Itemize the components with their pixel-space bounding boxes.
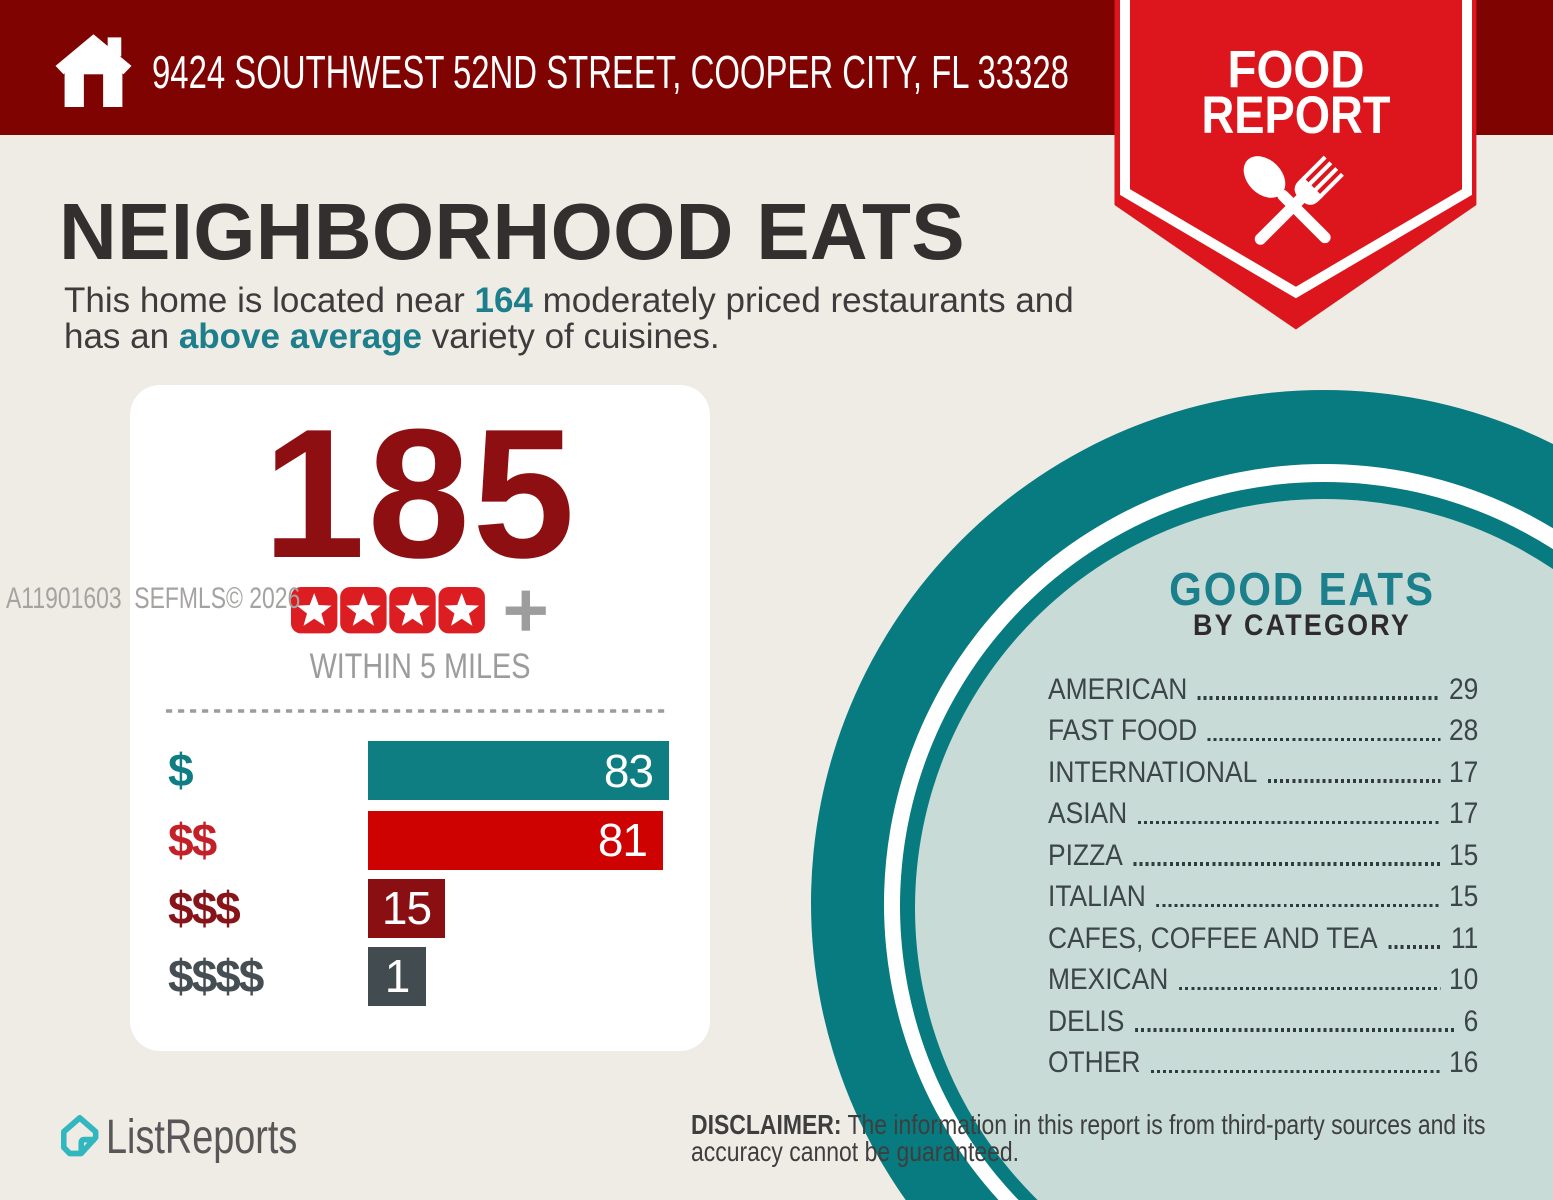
- svg-text:FOOD: FOOD: [1228, 41, 1365, 100]
- svg-text:REPORT: REPORT: [1202, 86, 1391, 145]
